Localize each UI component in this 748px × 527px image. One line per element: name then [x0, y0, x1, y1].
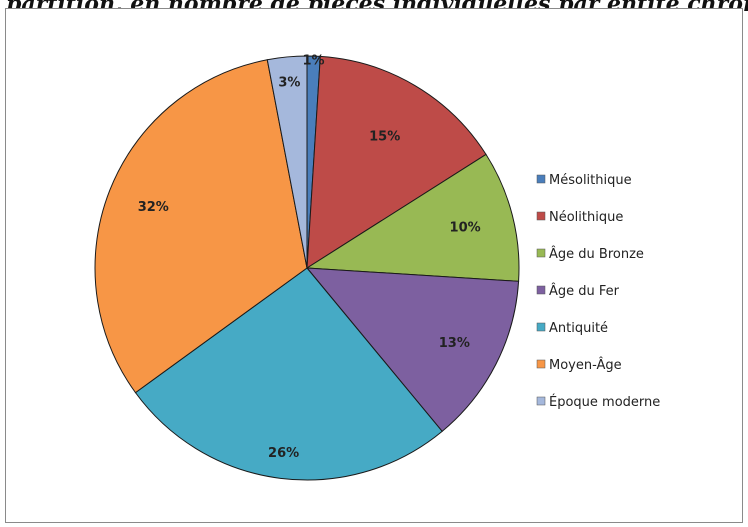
legend-swatch-2 [536, 211, 546, 221]
slice-label-2: 15% [369, 130, 400, 145]
pie-slice-5 [134, 267, 443, 481]
legend-swatch-6 [536, 359, 546, 369]
pie-slice-2 [306, 55, 487, 269]
legend-label-4: Âge du Fer [549, 283, 620, 299]
legend-swatch-5 [536, 322, 546, 332]
legend-label-3: Âge du Bronze [549, 246, 644, 262]
slice-label-5: 26% [268, 446, 299, 461]
legend-label-6: Moyen-Âge [549, 357, 622, 373]
legend-swatch-7 [536, 396, 546, 406]
slice-label-3: 10% [450, 220, 481, 235]
legend-label-7: Époque moderne [549, 394, 660, 410]
percentage-labels: 1% 15% 10% 13% 26% 32% 3% [138, 53, 481, 461]
slice-label-4: 13% [439, 336, 470, 351]
pie-slice-3 [305, 153, 520, 282]
legend-label-2: Néolithique [549, 210, 623, 225]
legend-swatch-4 [536, 285, 546, 295]
pie-slice-4 [305, 267, 520, 433]
slice-label-7: 3% [278, 75, 300, 90]
slice-label-6: 32% [138, 200, 169, 215]
slice-label-1: 1% [302, 53, 324, 68]
legend-swatch-3 [536, 248, 546, 258]
legend-swatch-1 [536, 174, 546, 184]
pie-slice-7 [266, 55, 308, 269]
legend-label-1: Mésolithique [549, 173, 632, 188]
legend: Mésolithique Néolithique Âge du Bronze Âge … [536, 173, 660, 410]
pie-slices [94, 55, 520, 481]
legend-label-5: Antiquité [549, 321, 608, 336]
pie-slice-6 [94, 59, 308, 394]
